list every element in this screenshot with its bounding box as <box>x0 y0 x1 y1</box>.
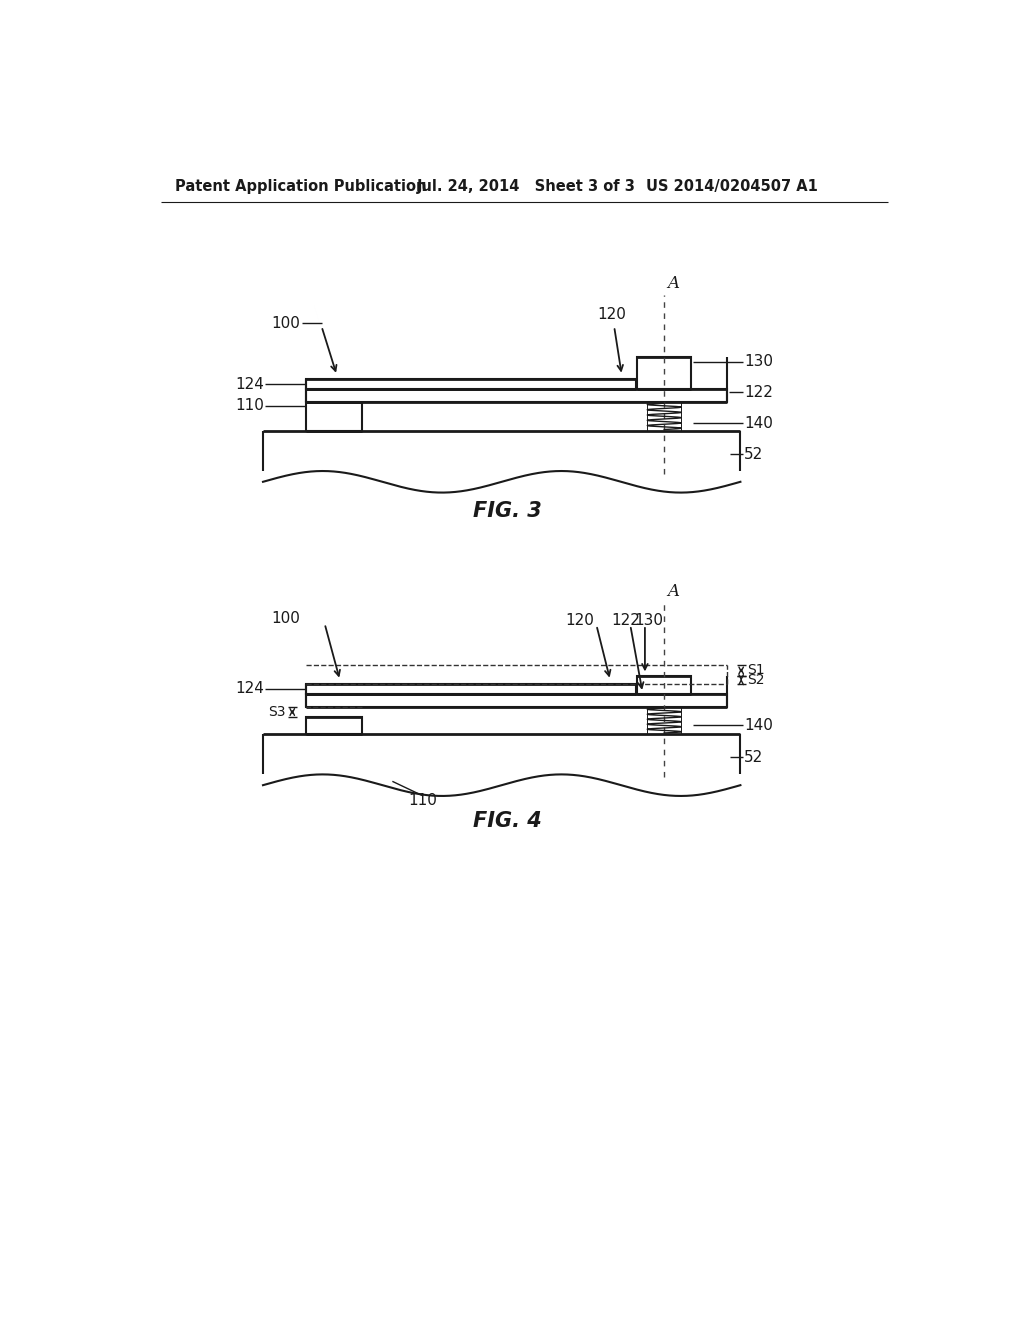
Text: 122: 122 <box>611 612 640 628</box>
Bar <box>306 684 636 694</box>
Bar <box>637 676 691 694</box>
Bar <box>306 401 361 430</box>
Text: 52: 52 <box>744 446 764 462</box>
Text: A: A <box>668 583 679 601</box>
Bar <box>306 718 361 734</box>
Text: Jul. 24, 2014   Sheet 3 of 3: Jul. 24, 2014 Sheet 3 of 3 <box>417 180 636 194</box>
Text: 100: 100 <box>271 315 300 331</box>
Text: Patent Application Publication: Patent Application Publication <box>175 180 427 194</box>
Text: 140: 140 <box>744 416 773 430</box>
Text: S2: S2 <box>748 673 765 686</box>
Text: 110: 110 <box>234 399 264 413</box>
Bar <box>306 389 727 401</box>
Text: 122: 122 <box>744 385 773 400</box>
Text: 110: 110 <box>409 793 437 808</box>
Text: 100: 100 <box>271 611 300 627</box>
Bar <box>306 694 727 706</box>
Text: 130: 130 <box>744 354 773 370</box>
Text: A: A <box>668 276 679 293</box>
Text: 140: 140 <box>744 718 773 733</box>
Text: S1: S1 <box>748 664 765 677</box>
Text: FIG. 3: FIG. 3 <box>473 502 543 521</box>
Text: FIG. 4: FIG. 4 <box>473 810 543 830</box>
Bar <box>637 358 691 389</box>
Text: 120: 120 <box>565 612 594 628</box>
Text: 124: 124 <box>234 376 264 392</box>
Text: 120: 120 <box>597 306 627 322</box>
Text: 52: 52 <box>744 750 764 766</box>
Bar <box>306 379 636 389</box>
Text: US 2014/0204507 A1: US 2014/0204507 A1 <box>646 180 818 194</box>
Text: 124: 124 <box>234 681 264 697</box>
Text: S3: S3 <box>268 705 286 719</box>
Text: 130: 130 <box>634 612 664 628</box>
